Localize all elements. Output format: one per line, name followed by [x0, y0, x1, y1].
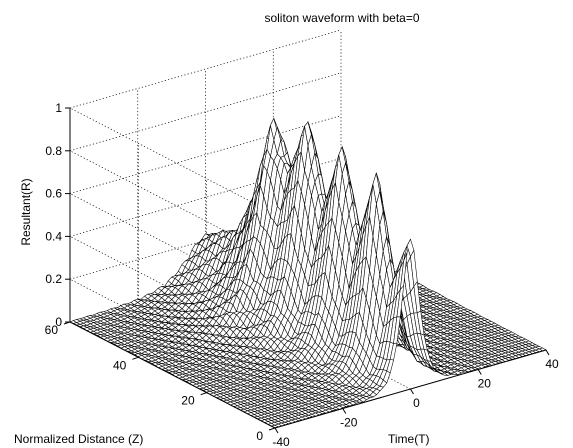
surface-mesh — [69, 117, 547, 428]
x-tick-label: 20 — [478, 377, 492, 391]
y-axis-label: Normalized Distance (Z) — [14, 432, 143, 446]
grid-line — [69, 72, 342, 152]
z-tick-label: 0.8 — [45, 144, 62, 158]
z-tick-label: 0 — [55, 315, 62, 329]
grid-line — [69, 29, 342, 109]
chart-title: soliton waveform with beta=0 — [264, 11, 419, 25]
z-tick-label: 0.4 — [45, 229, 62, 243]
z-axis-label: Resultant(R) — [19, 178, 33, 245]
x-tick-label: -20 — [340, 416, 358, 430]
z-tick-label: 0.6 — [45, 187, 62, 201]
grid-line — [69, 115, 342, 194]
y-tick-label: 0 — [256, 429, 263, 443]
z-tick-label: 1 — [55, 101, 62, 115]
y-tick-label: 40 — [113, 358, 127, 372]
grid-line — [69, 107, 276, 215]
x-tick-label: 40 — [545, 357, 559, 371]
x-tick-label: 0 — [413, 396, 420, 410]
z-tick-label: 0.2 — [45, 272, 62, 286]
y-tick-label: 20 — [181, 394, 195, 408]
x-axis-label: Time(T) — [388, 432, 430, 446]
x-tick-label: -40 — [272, 435, 290, 448]
